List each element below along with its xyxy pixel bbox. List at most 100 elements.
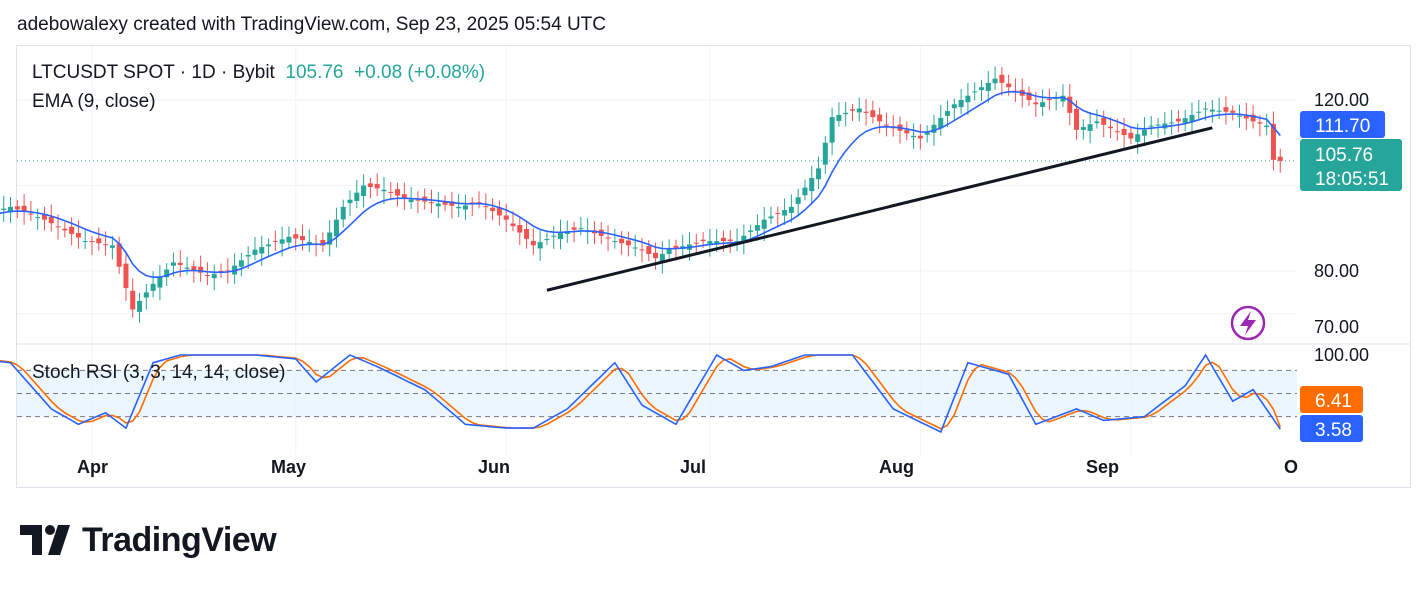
candle-body bbox=[1230, 110, 1236, 113]
candle bbox=[741, 224, 747, 255]
candle-body bbox=[333, 219, 339, 237]
candle bbox=[619, 231, 625, 255]
candle bbox=[558, 219, 564, 250]
candle-body bbox=[924, 131, 930, 135]
candle-body bbox=[666, 249, 672, 254]
candle bbox=[904, 121, 910, 141]
tradingview-logo-icon bbox=[20, 525, 70, 555]
candle bbox=[734, 228, 740, 251]
candle-body bbox=[21, 205, 27, 213]
candle-body bbox=[754, 225, 760, 231]
candle-body bbox=[578, 228, 584, 230]
candle-body bbox=[35, 217, 41, 219]
candle-body bbox=[985, 82, 991, 91]
candle-body bbox=[69, 226, 75, 234]
ema-legend[interactable]: EMA (9, close) bbox=[32, 91, 156, 113]
candle-body bbox=[1223, 107, 1229, 112]
candle bbox=[551, 225, 557, 249]
candle bbox=[225, 258, 231, 284]
candle-body bbox=[510, 223, 516, 227]
candle bbox=[306, 229, 312, 252]
candle-body bbox=[116, 243, 122, 267]
candle-body bbox=[1175, 118, 1181, 122]
candle-body bbox=[1080, 127, 1086, 130]
candle bbox=[985, 70, 991, 103]
candle-body bbox=[999, 74, 1005, 83]
candle-body bbox=[150, 283, 156, 291]
time-tick: O bbox=[1284, 457, 1298, 477]
candle bbox=[890, 115, 896, 137]
candle-body bbox=[1243, 115, 1249, 119]
candle-body bbox=[836, 114, 842, 121]
candle bbox=[1026, 86, 1032, 107]
candle-body bbox=[904, 130, 910, 134]
candle-body bbox=[1121, 128, 1127, 136]
candle bbox=[496, 200, 502, 226]
candle-body bbox=[673, 245, 679, 248]
candle bbox=[530, 228, 536, 255]
candle bbox=[327, 220, 333, 257]
candle bbox=[951, 98, 957, 120]
candle bbox=[429, 189, 434, 214]
candle bbox=[21, 194, 27, 225]
candle-body bbox=[354, 192, 360, 201]
candle-body bbox=[211, 273, 217, 279]
candle-body bbox=[41, 214, 47, 220]
candle-body bbox=[931, 124, 937, 133]
candle-body bbox=[266, 244, 272, 247]
candle-body bbox=[395, 189, 401, 196]
candle bbox=[782, 198, 788, 225]
candle bbox=[1060, 84, 1066, 107]
time-tick: Jul bbox=[680, 457, 706, 477]
candle-body bbox=[849, 109, 855, 111]
candle bbox=[1189, 102, 1195, 135]
candle-body bbox=[157, 276, 163, 288]
candle-body bbox=[775, 213, 781, 215]
stoch-legend[interactable]: Stoch RSI (3, 3, 14, 14, close) bbox=[32, 362, 285, 384]
candle-body bbox=[82, 241, 88, 243]
candle bbox=[8, 196, 14, 223]
candle bbox=[836, 102, 842, 127]
candle-body bbox=[137, 300, 143, 312]
candle-body bbox=[788, 206, 794, 213]
candle bbox=[1277, 148, 1283, 173]
candle bbox=[184, 257, 190, 275]
candle bbox=[137, 292, 143, 323]
candle-body bbox=[401, 194, 407, 199]
countdown-label: 18:05:51 bbox=[1315, 169, 1389, 190]
candle-body bbox=[184, 267, 190, 269]
candle bbox=[143, 283, 149, 310]
candle bbox=[272, 230, 278, 251]
candle bbox=[456, 194, 462, 218]
candle-body bbox=[109, 245, 115, 248]
candle-body bbox=[204, 274, 210, 276]
candle bbox=[1141, 117, 1147, 147]
candle-body bbox=[1074, 109, 1080, 130]
candle bbox=[945, 100, 951, 128]
candle bbox=[476, 191, 482, 209]
candle-body bbox=[720, 237, 726, 242]
candle bbox=[1237, 104, 1243, 128]
candle bbox=[924, 125, 930, 143]
candle-body bbox=[435, 203, 441, 207]
candle bbox=[490, 198, 496, 221]
lightning-icon[interactable] bbox=[1230, 305, 1266, 341]
candle bbox=[591, 221, 597, 245]
candle-body bbox=[605, 237, 611, 239]
candle bbox=[191, 260, 197, 283]
candle bbox=[150, 271, 156, 298]
candle-body bbox=[639, 249, 645, 251]
candle bbox=[333, 207, 339, 248]
candle bbox=[1101, 110, 1107, 138]
stoch-d-label: 6.41 bbox=[1315, 391, 1352, 412]
candle bbox=[625, 231, 631, 257]
symbol-legend[interactable]: LTCUSDT SPOT · 1D · Bybit 105.76 +0.08 (… bbox=[32, 62, 485, 84]
candle-body bbox=[1189, 114, 1195, 122]
candle-body bbox=[48, 217, 54, 224]
ema-label: EMA (9, close) bbox=[32, 91, 156, 112]
candle bbox=[1196, 99, 1202, 120]
candle-body bbox=[1046, 99, 1052, 101]
candle bbox=[938, 105, 944, 136]
candle bbox=[123, 251, 129, 301]
